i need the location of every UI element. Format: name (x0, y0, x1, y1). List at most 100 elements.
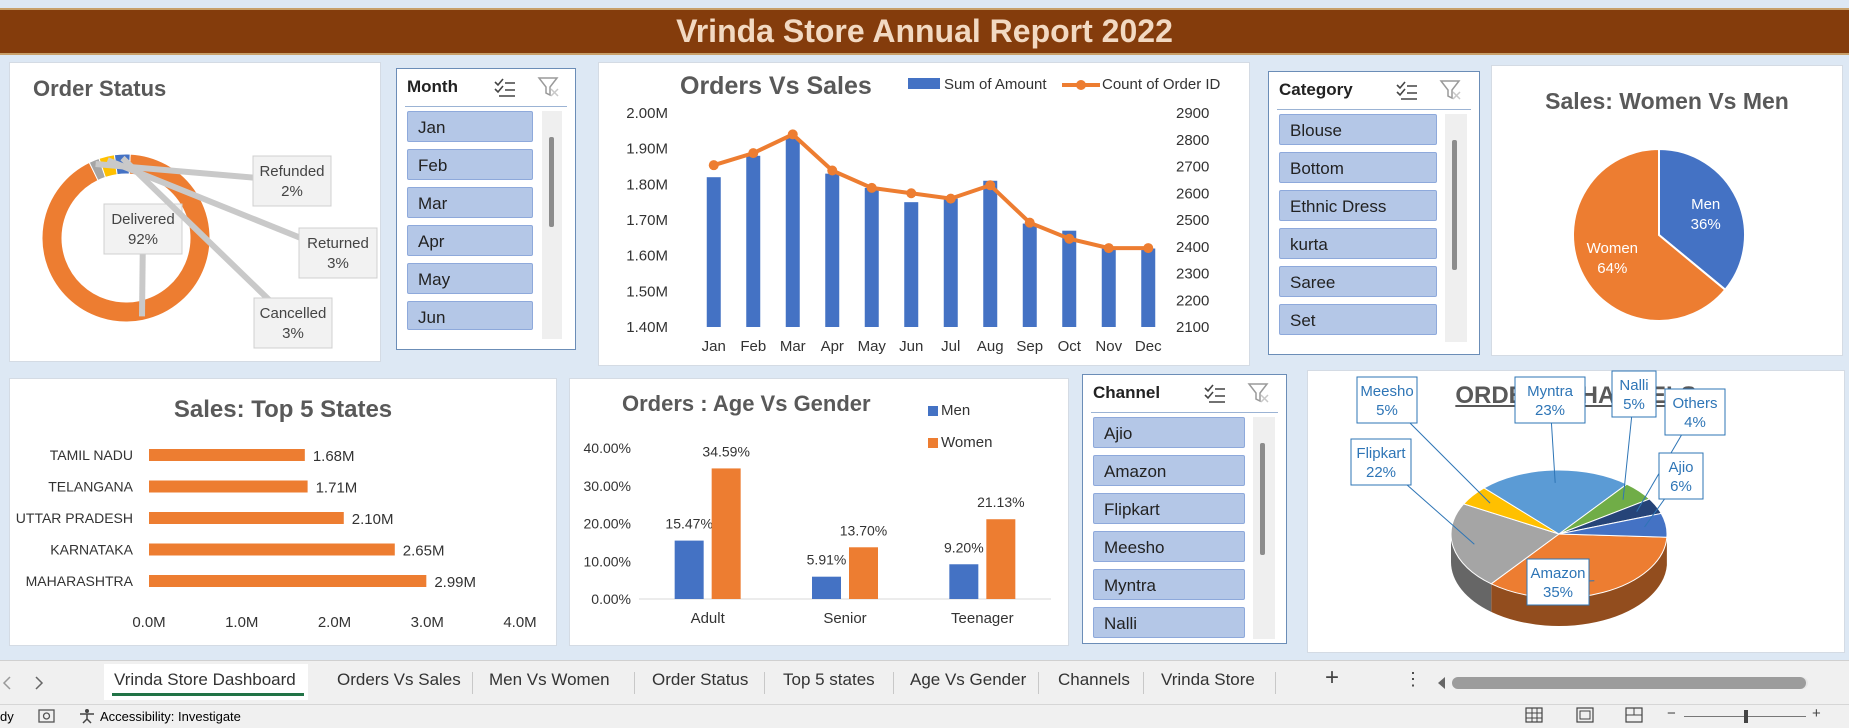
slicer-item-flipkart[interactable]: Flipkart (1093, 493, 1245, 524)
multi-select-icon[interactable] (1395, 80, 1419, 102)
slicer-item-set[interactable]: Set (1279, 304, 1437, 335)
slicer-item-apr[interactable]: Apr (407, 225, 533, 256)
slice-value-women: 64% (1597, 260, 1627, 277)
orders-vs-sales-chart: 1.40M 1.50M 1.60M 1.70M 1.80M 1.90M 2.00M 2100… (626, 105, 1209, 355)
slicer-item-jan[interactable]: Jan (407, 111, 533, 142)
slice-value-returned: 3% (327, 255, 349, 272)
bar-feb (746, 155, 761, 327)
scroll-tabs-right-icon[interactable] (34, 676, 44, 690)
slice-label-cancelled: Cancelled (260, 305, 327, 322)
right-axis-tick: 2400 (1176, 239, 1209, 256)
line-point-feb (748, 148, 759, 159)
tab-top-5-states[interactable]: Top 5 states (783, 670, 875, 689)
left-axis-tick: 2.00M (626, 105, 668, 122)
slicer-scroll-thumb[interactable] (1452, 140, 1457, 270)
zoom-in-button[interactable]: + (1812, 705, 1821, 722)
slicer-scroll-thumb[interactable] (549, 137, 554, 227)
zoom-slider-thumb[interactable] (1744, 710, 1748, 723)
line-point-dec (1143, 243, 1154, 254)
tab-separator (764, 672, 765, 694)
bar-label-adult-men: 15.47% (665, 516, 712, 532)
slicer-item-amazon[interactable]: Amazon (1093, 455, 1245, 486)
bar-mar (785, 137, 800, 327)
slicer-item-myntra[interactable]: Myntra (1093, 569, 1245, 600)
age-gender-chart: 0.00% 10.00% 20.00% 30.00% 40.00% 15.47% 34.5… (584, 440, 1051, 627)
tab-separator (472, 672, 473, 694)
age-gender-title: Orders : Age Vs Gender (622, 391, 871, 416)
bar-senior-women (849, 547, 878, 599)
legend-line-label: Count of Order ID (1102, 76, 1221, 93)
right-axis-tick: 2300 (1176, 266, 1209, 283)
slicer-item-saree[interactable]: Saree (1279, 266, 1437, 297)
tab-men-vs-women[interactable]: Men Vs Women (489, 670, 610, 689)
hscroll-left-icon[interactable] (1436, 676, 1446, 690)
more-options-button[interactable]: ⋮ (1404, 669, 1422, 689)
slicer-item-blouse[interactable]: Blouse (1279, 114, 1437, 145)
line-point-apr (827, 165, 838, 176)
zoom-out-button[interactable]: − (1667, 705, 1676, 722)
category-label-nov: Nov (1095, 338, 1122, 355)
slice-women (1572, 147, 1727, 322)
slice-flipkart (1450, 503, 1561, 585)
slicer-item-feb[interactable]: Feb (407, 149, 533, 180)
slice-label-others: Others (1672, 395, 1717, 412)
multi-select-icon[interactable] (493, 77, 517, 99)
y-axis-tick: 10.00% (584, 553, 631, 569)
category-label-may: May (858, 338, 887, 355)
macro-recording-icon[interactable] (38, 708, 56, 724)
legend-men-swatch (928, 406, 938, 416)
scroll-tabs-left-icon[interactable] (2, 676, 12, 690)
tab-vrinda-store[interactable]: Vrinda Store (1161, 670, 1255, 689)
women-vs-men-title: Sales: Women Vs Men (1545, 88, 1789, 114)
slicer-item-may[interactable]: May (407, 263, 533, 294)
slice-ajio (1558, 512, 1668, 538)
slicer-item-ajio[interactable]: Ajio (1093, 417, 1245, 448)
slicer-item-meesho[interactable]: Meesho (1093, 531, 1245, 562)
callout-box-others (1664, 388, 1726, 436)
clear-filter-icon[interactable] (537, 76, 561, 98)
slicer-item-jun[interactable]: Jun (407, 301, 533, 330)
left-axis-tick: 1.90M (626, 141, 668, 158)
state-label-maharashtra: MAHARASHTRA (26, 573, 134, 589)
clear-filter-icon[interactable] (1439, 79, 1463, 101)
x-axis-tick: 4.0M (503, 614, 536, 631)
tab-age-vs-gender[interactable]: Age Vs Gender (910, 670, 1027, 689)
y-axis-tick: 0.00% (591, 591, 631, 607)
legend-women-swatch (928, 438, 938, 448)
accessibility-status[interactable]: Accessibility: Investigate (100, 709, 241, 724)
clear-filter-icon[interactable] (1247, 382, 1271, 404)
slicer-item-bottom[interactable]: Bottom (1279, 152, 1437, 183)
add-sheet-button[interactable]: + (1325, 664, 1340, 691)
legend-line-swatch (1062, 80, 1100, 90)
bar-oct (1062, 230, 1077, 327)
status-ready: dy (0, 709, 14, 724)
tab-separator (1143, 672, 1144, 694)
slicer-item-kurta[interactable]: kurta (1279, 228, 1437, 259)
bar-aug (983, 180, 998, 327)
slice-label-meesho: Meesho (1360, 383, 1413, 400)
line-point-may (866, 182, 877, 193)
tab-channels[interactable]: Channels (1058, 670, 1130, 689)
slicer-item-mar[interactable]: Mar (407, 187, 533, 218)
x-axis-tick: 1.0M (225, 614, 258, 631)
tab-order-status[interactable]: Order Status (652, 670, 749, 689)
category-slicer-title: Category (1279, 80, 1353, 99)
slicer-item-ethnic-dress[interactable]: Ethnic Dress (1279, 190, 1437, 221)
multi-select-icon[interactable] (1203, 383, 1227, 405)
accessibility-icon[interactable] (78, 708, 96, 724)
bar-label-adult-women: 34.59% (702, 443, 749, 459)
channel-slicer-title: Channel (1093, 383, 1161, 402)
tab-orders-vs-sales[interactable]: Orders Vs Sales (337, 670, 461, 689)
normal-view-icon[interactable] (1525, 707, 1543, 723)
page-layout-view-icon[interactable] (1576, 707, 1594, 723)
bar-nov (1101, 248, 1116, 327)
page-break-view-icon[interactable] (1625, 707, 1643, 723)
bar-uttar-pradesh (149, 512, 344, 524)
slicer-scroll-thumb[interactable] (1260, 443, 1265, 555)
right-axis-tick: 2600 (1176, 185, 1209, 202)
bar-adult-men (674, 540, 704, 599)
bar-telangana (149, 480, 308, 493)
tab-vrinda-store-dashboard[interactable]: Vrinda Store Dashboard (114, 670, 296, 689)
slicer-item-nalli[interactable]: Nalli (1093, 607, 1245, 638)
horizontal-scroll-thumb[interactable] (1452, 677, 1806, 689)
